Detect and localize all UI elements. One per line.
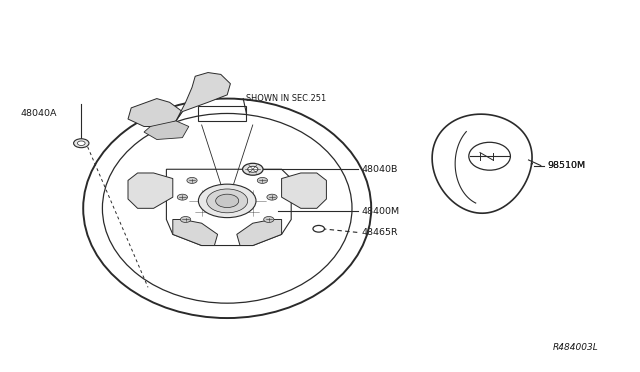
Polygon shape	[128, 173, 173, 208]
Text: 48040A: 48040A	[20, 109, 57, 118]
Circle shape	[257, 177, 268, 183]
Text: SHOWN IN SEC.251: SHOWN IN SEC.251	[246, 94, 326, 103]
Circle shape	[187, 177, 197, 183]
Bar	[198, 106, 246, 121]
Circle shape	[313, 225, 324, 232]
Circle shape	[74, 139, 89, 148]
Text: 48400M: 48400M	[362, 207, 400, 216]
Text: 48465R: 48465R	[362, 228, 398, 237]
Circle shape	[180, 217, 191, 222]
Circle shape	[248, 166, 258, 172]
Polygon shape	[173, 219, 218, 246]
Text: 98510M: 98510M	[547, 161, 586, 170]
Circle shape	[198, 184, 256, 218]
Polygon shape	[282, 173, 326, 208]
Circle shape	[243, 163, 263, 175]
Polygon shape	[237, 219, 282, 246]
Circle shape	[207, 189, 248, 213]
Text: 48040B: 48040B	[362, 165, 398, 174]
Circle shape	[177, 194, 188, 200]
Circle shape	[264, 217, 274, 222]
Circle shape	[77, 141, 85, 145]
Polygon shape	[176, 73, 230, 121]
Text: 98510M: 98510M	[547, 161, 586, 170]
Polygon shape	[144, 121, 189, 140]
Text: R484003L: R484003L	[553, 343, 598, 352]
Polygon shape	[128, 99, 182, 126]
Circle shape	[216, 194, 239, 208]
Circle shape	[267, 194, 277, 200]
